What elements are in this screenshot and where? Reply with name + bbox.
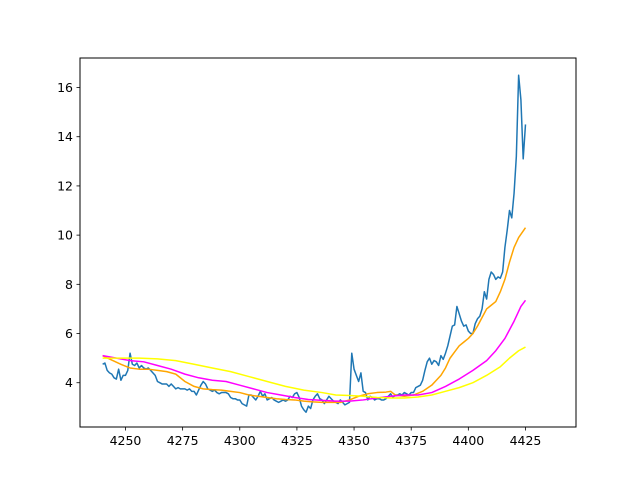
x-tick-label: 4375 [395,433,427,448]
y-tick-label: 12 [57,178,73,193]
y-tick-label: 16 [57,80,73,95]
y-tick-label: 8 [65,277,73,292]
x-tick-label: 4275 [167,433,199,448]
x-tick-label: 4300 [224,433,256,448]
plot-frame [79,57,577,428]
x-tick-label: 4250 [110,433,142,448]
y-tick-label: 14 [57,129,73,144]
x-tick-label: 4325 [281,433,313,448]
y-axis: 4 6 8 10 12 14 16 [57,80,80,390]
y-tick-label: 4 [65,375,73,390]
series-layer [102,74,527,413]
y-tick-label: 10 [57,228,73,243]
series-line-1 [102,74,527,413]
y-tick-label: 6 [65,326,73,341]
x-axis: 4250 4275 4300 4325 4350 4375 4400 4425 [110,427,542,448]
x-tick-label: 4400 [452,433,484,448]
x-tick-label: 4350 [338,433,370,448]
x-tick-label: 4425 [510,433,542,448]
series-line-4 [102,346,526,399]
series-line-3 [102,299,527,402]
